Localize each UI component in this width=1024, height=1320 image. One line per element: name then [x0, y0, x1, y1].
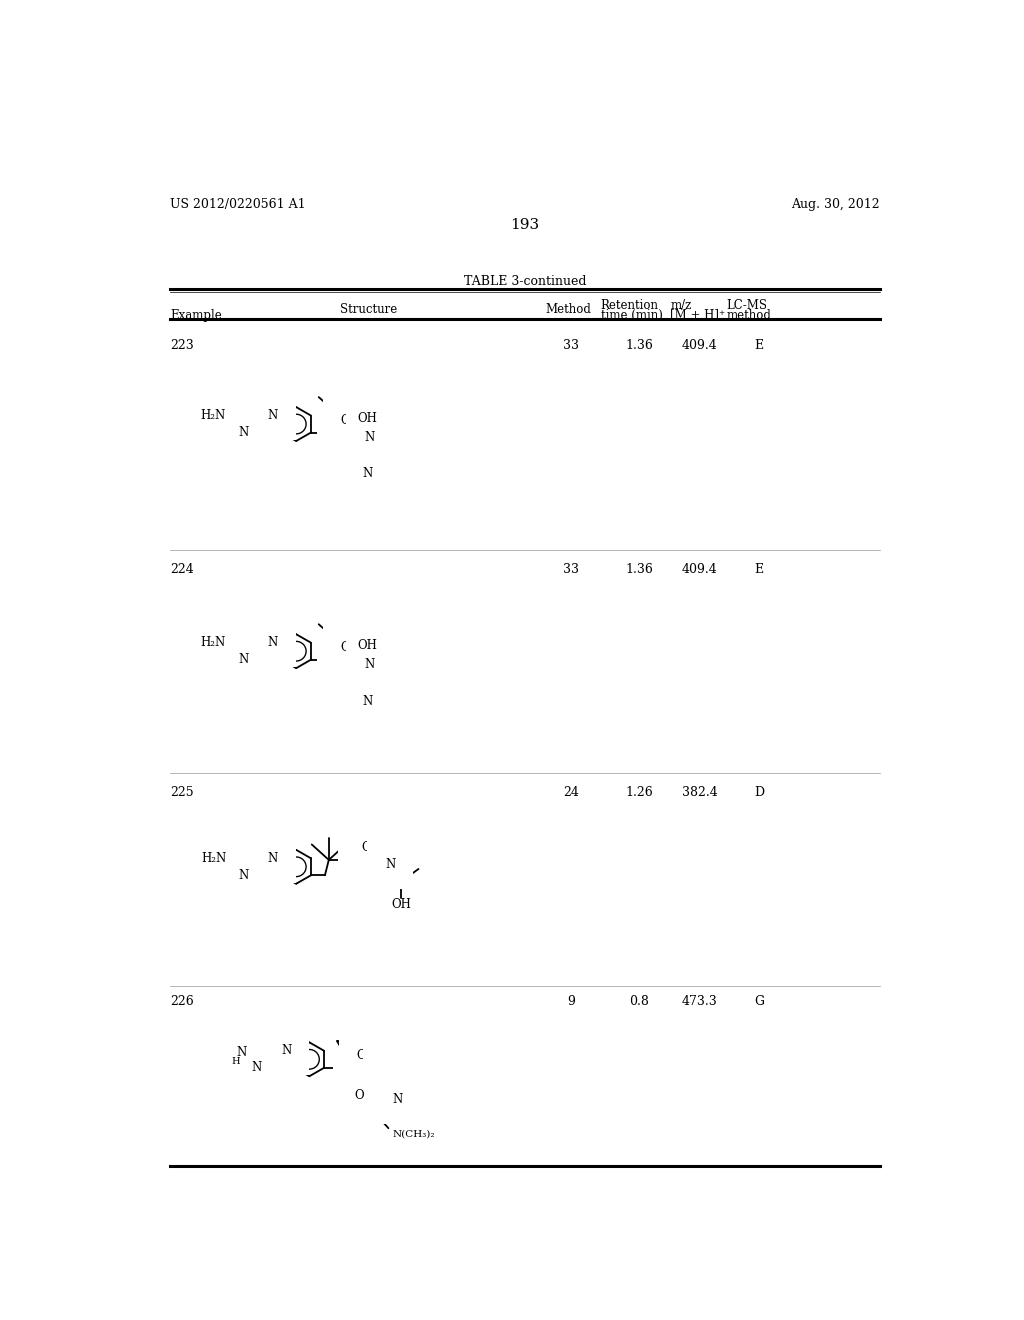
Text: N: N [351, 1067, 361, 1078]
Text: 226: 226 [170, 995, 194, 1008]
Text: N: N [237, 1045, 247, 1059]
Text: 193: 193 [510, 218, 540, 232]
Text: N: N [239, 653, 249, 667]
Text: N: N [335, 430, 345, 444]
Text: US 2012/0220561 A1: US 2012/0220561 A1 [170, 198, 305, 211]
Text: O: O [340, 640, 350, 653]
Text: G: G [754, 995, 764, 1008]
Text: 33: 33 [563, 339, 580, 352]
Text: N(CH₃)₂: N(CH₃)₂ [392, 1130, 435, 1139]
Text: N: N [364, 657, 374, 671]
Text: OH: OH [391, 898, 412, 911]
Text: 473.3: 473.3 [682, 995, 718, 1008]
Text: 24: 24 [563, 785, 580, 799]
Text: H₂N: H₂N [201, 409, 225, 422]
Text: OH: OH [357, 639, 377, 652]
Text: N: N [385, 858, 395, 871]
Text: 1.36: 1.36 [626, 562, 653, 576]
Text: method: method [726, 309, 771, 322]
Text: 382.4: 382.4 [682, 785, 718, 799]
Text: [M + H]⁺: [M + H]⁺ [671, 309, 726, 322]
Text: Retention: Retention [601, 300, 658, 313]
Text: 0.8: 0.8 [630, 995, 649, 1008]
Text: N: N [281, 1044, 291, 1057]
Text: Method: Method [545, 304, 591, 317]
Text: 1.36: 1.36 [626, 339, 653, 352]
Text: H₂N: H₂N [201, 636, 225, 649]
Text: N: N [268, 636, 279, 649]
Text: N: N [365, 1093, 375, 1106]
Text: E: E [755, 562, 764, 576]
Text: O: O [356, 1049, 367, 1061]
Text: N: N [370, 1077, 380, 1090]
Text: 225: 225 [170, 785, 194, 799]
Text: Example: Example [170, 309, 221, 322]
Text: N: N [364, 430, 374, 444]
Text: N: N [362, 694, 373, 708]
Text: N: N [268, 851, 279, 865]
Polygon shape [325, 424, 343, 433]
Text: N: N [355, 858, 366, 871]
Text: N: N [362, 467, 373, 480]
Text: Structure: Structure [340, 304, 397, 317]
Text: 409.4: 409.4 [682, 339, 718, 352]
Text: N: N [392, 1093, 402, 1106]
Text: time (min): time (min) [601, 309, 663, 322]
Text: LC-MS: LC-MS [726, 300, 767, 313]
Text: E: E [755, 339, 764, 352]
Text: N: N [380, 1067, 390, 1078]
Text: Aug. 30, 2012: Aug. 30, 2012 [792, 198, 880, 211]
Text: D: D [754, 785, 764, 799]
Text: O: O [340, 413, 350, 426]
Text: 1.26: 1.26 [626, 785, 653, 799]
Polygon shape [338, 1060, 356, 1068]
Text: H: H [231, 1057, 240, 1067]
Text: m/z: m/z [671, 300, 692, 313]
Text: O: O [361, 841, 371, 854]
Text: N: N [335, 657, 345, 671]
Text: N: N [239, 869, 249, 882]
Text: N: N [268, 409, 279, 422]
Text: 409.4: 409.4 [682, 562, 718, 576]
Text: TABLE 3-continued: TABLE 3-continued [464, 276, 586, 289]
Text: OH: OH [357, 412, 377, 425]
Text: 9: 9 [567, 995, 575, 1008]
Text: H₂N: H₂N [201, 851, 226, 865]
Text: 224: 224 [170, 562, 194, 576]
Text: O: O [354, 1089, 364, 1102]
Text: 33: 33 [563, 562, 580, 576]
Text: N: N [239, 426, 249, 440]
Text: 223: 223 [170, 339, 194, 352]
Text: N: N [252, 1061, 262, 1074]
